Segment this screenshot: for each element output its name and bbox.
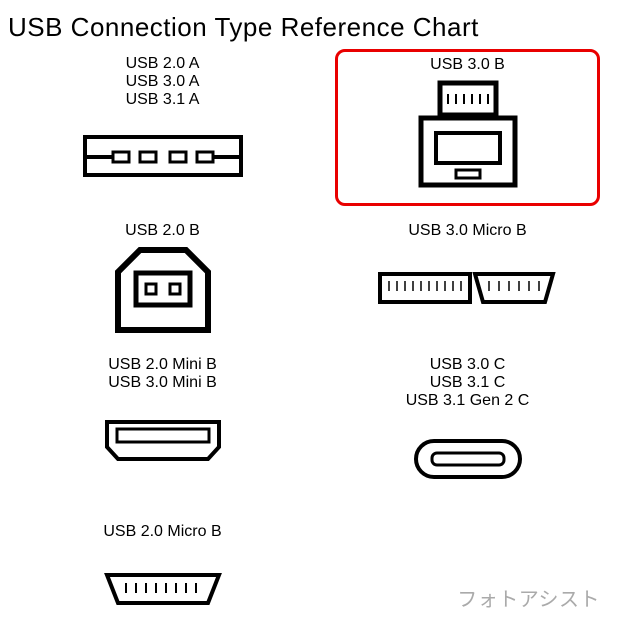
label: USB 2.0 Mini B	[108, 356, 216, 374]
label: USB 3.0 C	[430, 356, 506, 374]
labels-usb-2-b: USB 2.0 B	[125, 222, 200, 240]
label: USB 3.1 A	[126, 91, 200, 109]
labels-usb-c: USB 3.0 C USB 3.1 C USB 3.1 Gen 2 C	[406, 356, 530, 410]
chart-title: USB Connection Type Reference Chart	[0, 0, 630, 49]
label: USB 3.0 B	[430, 56, 505, 74]
icon-usb-3-micro-b	[377, 246, 559, 331]
item-usb-a: USB 2.0 A USB 3.0 A USB 3.1 A	[30, 49, 295, 206]
label: USB 2.0 A	[126, 55, 200, 73]
icon-usb-2-micro-b	[104, 547, 222, 632]
icon-usb-2-b	[114, 246, 212, 334]
label: USB 3.0 Mini B	[108, 374, 216, 392]
item-usb-c: USB 3.0 C USB 3.1 C USB 3.1 Gen 2 C	[335, 350, 600, 507]
labels-usb-a: USB 2.0 A USB 3.0 A USB 3.1 A	[126, 55, 200, 109]
labels-usb-mini-b: USB 2.0 Mini B USB 3.0 Mini B	[108, 356, 216, 392]
icon-usb-mini-b	[104, 398, 222, 483]
item-usb-2-b: USB 2.0 B	[30, 216, 295, 340]
item-empty	[335, 517, 600, 638]
item-usb-3-micro-b: USB 3.0 Micro B	[335, 216, 600, 340]
labels-usb-2-micro-b: USB 2.0 Micro B	[103, 523, 221, 541]
icon-usb-c	[413, 416, 523, 501]
labels-usb-3-micro-b: USB 3.0 Micro B	[408, 222, 526, 240]
icon-usb-3-b	[418, 80, 518, 188]
labels-usb-3-b: USB 3.0 B	[430, 56, 505, 74]
icon-usb-a	[83, 115, 243, 200]
label: USB 2.0 Micro B	[103, 523, 221, 541]
connector-grid: USB 2.0 A USB 3.0 A USB 3.1 A USB 3.0 B	[0, 49, 630, 638]
item-usb-2-micro-b: USB 2.0 Micro B	[30, 517, 295, 638]
label: USB 3.0 A	[126, 73, 200, 91]
label: USB 3.0 Micro B	[408, 222, 526, 240]
label: USB 2.0 B	[125, 222, 200, 240]
label: USB 3.1 Gen 2 C	[406, 392, 530, 410]
item-usb-3-b: USB 3.0 B	[335, 49, 600, 206]
item-usb-mini-b: USB 2.0 Mini B USB 3.0 Mini B	[30, 350, 295, 507]
label: USB 3.1 C	[430, 374, 506, 392]
